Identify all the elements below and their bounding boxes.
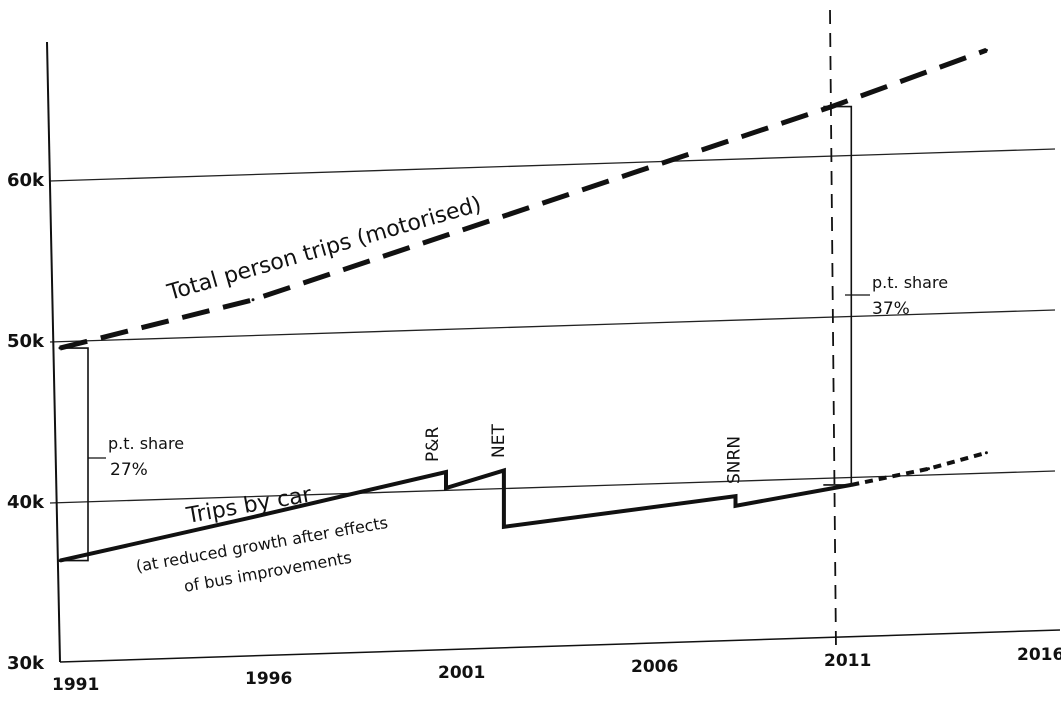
series-1-point-2 — [251, 298, 255, 302]
tick-labels: 1991 1996 2001 2006 2011 2016 30k 40k 50k 60k — [7, 170, 1061, 695]
y-tick-label-1: 30k — [7, 653, 45, 674]
x-tick-label-5: 2011 — [824, 651, 871, 671]
pt-share-label-1991: p.t. share — [108, 434, 184, 453]
event-label-3: SNRN — [725, 436, 745, 484]
series-1-point-3 — [444, 233, 448, 237]
gridlines — [49, 148, 1056, 504]
event-label-2: NET — [489, 424, 509, 458]
share-brackets — [64, 105, 853, 562]
share-bracket-1991 — [64, 347, 89, 562]
series-line-3 — [850, 450, 987, 487]
total-series-label: Total person trips (motorised) — [164, 192, 485, 306]
series-1-point-1 — [58, 346, 62, 350]
pt-share-value-2011: 37% — [872, 299, 910, 319]
x-tick-label-1: 1991 — [52, 675, 99, 695]
x-tick-label-3: 2001 — [438, 663, 485, 683]
series-2-point-3 — [444, 470, 448, 474]
car-series-label: Trips by car — [184, 482, 315, 529]
x-tick-label-4: 2006 — [631, 657, 678, 677]
pt-share-label-2011: p.t. share — [872, 273, 948, 292]
series-3-point-3 — [984, 451, 988, 455]
series-2-point-7 — [734, 494, 737, 498]
series-2-point-8 — [734, 504, 737, 508]
series-1-point-4 — [637, 169, 641, 173]
pt-share-value-1991: 27% — [110, 460, 148, 480]
series-2-point-2 — [251, 515, 255, 519]
y-tick-label-4: 60k — [7, 170, 45, 191]
gridline-1 — [49, 470, 1056, 504]
axes — [46, 9, 1061, 663]
x-tick-label-2: 1996 — [245, 669, 292, 689]
y-axis — [46, 41, 61, 663]
series-2-point-1 — [58, 559, 62, 563]
gridline-3 — [49, 148, 1056, 182]
series-2-point-6 — [502, 525, 506, 529]
share-bracket-2011 — [823, 105, 853, 486]
gridline-2 — [49, 309, 1056, 343]
series-1-point-6 — [984, 48, 988, 52]
annotation-labels: Total person trips (motorised) Trips by c… — [88, 192, 948, 596]
x-tick-label-6: 2016 — [1017, 645, 1061, 665]
y-tick-label-2: 40k — [7, 492, 45, 513]
series-2-point-5 — [502, 468, 506, 472]
series-3-point-2 — [927, 467, 930, 471]
event-label-1: P&R — [423, 426, 443, 462]
series-2-point-4 — [444, 486, 448, 490]
y-tick-label-3: 50k — [7, 331, 45, 352]
reference-line-2011 — [829, 9, 837, 651]
series-line-1 — [59, 47, 988, 351]
x-axis — [59, 629, 1061, 663]
